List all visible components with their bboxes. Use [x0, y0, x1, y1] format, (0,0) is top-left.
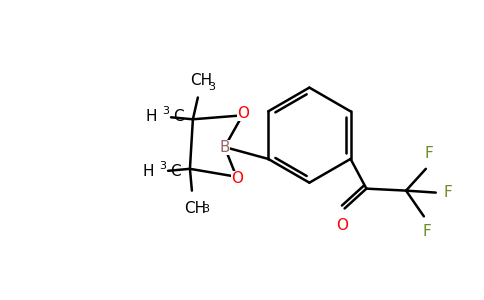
Text: CH: CH — [184, 200, 206, 215]
Text: H: H — [146, 109, 157, 124]
Text: B: B — [219, 140, 230, 154]
Text: F: F — [444, 185, 453, 200]
Text: 3: 3 — [163, 106, 169, 116]
Text: F: F — [423, 224, 431, 239]
Text: 3: 3 — [202, 205, 209, 214]
Text: 3: 3 — [160, 161, 166, 171]
Text: CH: CH — [190, 73, 212, 88]
Text: C: C — [170, 164, 181, 179]
Text: O: O — [231, 171, 243, 186]
Text: H: H — [143, 164, 154, 179]
Text: 3: 3 — [208, 82, 215, 92]
Text: O: O — [335, 218, 348, 233]
Text: F: F — [424, 146, 433, 161]
Text: C: C — [173, 109, 184, 124]
Text: O: O — [238, 106, 249, 121]
